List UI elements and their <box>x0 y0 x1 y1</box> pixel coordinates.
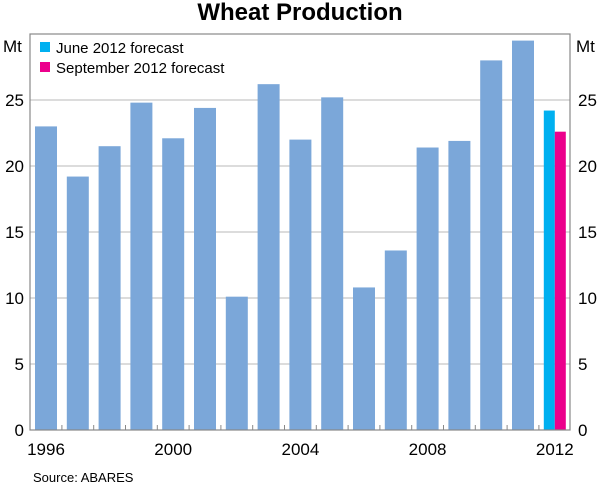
y-axis-label-left: Mt <box>3 37 22 56</box>
source-note: Source: ABARES <box>33 470 134 485</box>
bar-2007 <box>384 250 407 430</box>
bar-2001 <box>194 107 216 431</box>
x-tick-label: 2004 <box>281 440 319 459</box>
plot-frame <box>29 33 571 431</box>
legend-label: June 2012 forecast <box>56 40 184 57</box>
y-tick-label-right: 15 <box>578 223 597 242</box>
y-tick-label-right: 10 <box>578 289 597 308</box>
x-tick-label: 2008 <box>409 440 447 459</box>
bar-2009 <box>448 140 471 431</box>
y-tick-label-left: 10 <box>5 289 24 308</box>
legend-swatch <box>40 42 50 52</box>
y-tick-label-right: 5 <box>578 355 587 374</box>
bar-1998 <box>98 146 121 430</box>
y-tick-label-left: 20 <box>5 157 24 176</box>
legend-label: September 2012 forecast <box>56 60 225 77</box>
y-tick-label-right: 0 <box>578 421 587 440</box>
y-tick-label-right: 25 <box>578 91 597 110</box>
chart-title: Wheat Production <box>197 0 402 26</box>
legend-swatch <box>40 62 50 72</box>
bar-1999 <box>130 102 153 430</box>
bar-2011 <box>512 40 534 430</box>
y-tick-label-right: 20 <box>578 157 597 176</box>
bar-2008 <box>416 147 439 430</box>
y-axis-label-right: Mt <box>576 37 595 56</box>
bar-1996 <box>35 126 57 431</box>
bar-forecast-1 <box>554 131 566 430</box>
bar-2010 <box>480 60 503 431</box>
y-tick-label-left: 25 <box>5 91 24 110</box>
y-tick-label-left: 15 <box>5 223 24 242</box>
bar-2002 <box>225 296 248 430</box>
bar-2000 <box>162 138 185 430</box>
x-tick-label: 2012 <box>536 440 574 459</box>
bar-2005 <box>321 97 344 431</box>
bar-1997 <box>66 176 89 430</box>
bar-forecast-0 <box>543 110 555 430</box>
bar-2004 <box>289 139 312 430</box>
bar-2006 <box>353 287 375 430</box>
bar-2003 <box>257 84 280 430</box>
x-tick-label: 2000 <box>154 440 192 459</box>
x-tick-label: 1996 <box>27 440 65 459</box>
y-tick-label-left: 5 <box>15 355 24 374</box>
y-tick-label-left: 0 <box>15 421 24 440</box>
